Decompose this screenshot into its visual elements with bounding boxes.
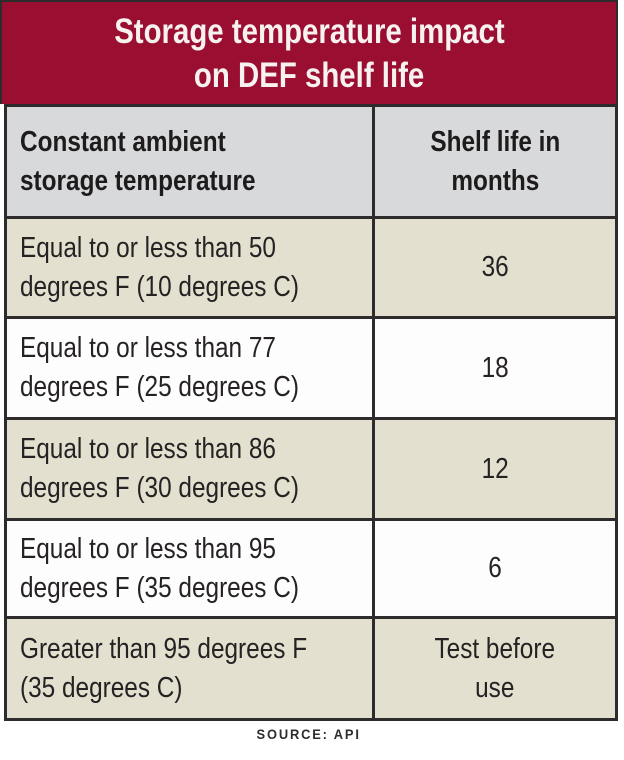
shelf-life-cell: 36 — [372, 216, 618, 319]
table-row: Greater than 95 degrees F (35 degrees C)… — [4, 616, 618, 721]
shelf-life-cell: Test before use — [372, 616, 618, 721]
temperature-range-cell: Equal to or less than 86 degrees F (30 d… — [4, 417, 375, 521]
table-header-row: Constant ambient storage temperature She… — [4, 104, 618, 219]
shelf-life-value: Test before use — [434, 632, 556, 704]
table-row: Equal to or less than 50 degrees F (10 d… — [4, 216, 618, 319]
shelf-life-value: 6 — [488, 552, 502, 584]
shelf-life-value: 18 — [481, 351, 509, 384]
temperature-range-cell: Equal to or less than 50 degrees F (10 d… — [4, 216, 375, 319]
table-row: Equal to or less than 86 degrees F (30 d… — [4, 417, 618, 521]
column-header-temperature: Constant ambient storage temperature — [4, 104, 375, 219]
temperature-range-text: Equal to or less than 50 degrees F (10 d… — [20, 231, 299, 303]
table-row: Equal to or less than 95 degrees F (35 d… — [4, 518, 618, 619]
temperature-range-cell: Equal to or less than 77 degrees F (25 d… — [4, 316, 375, 420]
shelf-life-cell: 18 — [372, 316, 618, 420]
shelf-life-table: Constant ambient storage temperature She… — [4, 104, 618, 721]
figure-title-banner: Storage temperature impact on DEF shelf … — [0, 0, 618, 104]
temperature-range-cell: Equal to or less than 95 degrees F (35 d… — [4, 518, 375, 619]
shelf-life-cell: 12 — [372, 417, 618, 521]
table-row: Equal to or less than 77 degrees F (25 d… — [4, 316, 618, 420]
figure-title-line2: on DEF shelf life — [193, 55, 425, 95]
source-credit-text: SOURCE: API — [256, 726, 362, 742]
column-header-temperature-label: Constant ambient storage temperature — [20, 125, 256, 197]
figure-title-line1: Storage temperature impact — [113, 11, 505, 51]
temperature-range-text: Greater than 95 degrees F (35 degrees C) — [20, 632, 308, 704]
shelf-life-value: 36 — [481, 251, 509, 283]
temperature-range-text: Equal to or less than 77 degrees F (25 d… — [20, 332, 299, 403]
shelf-life-value: 12 — [481, 452, 509, 485]
shelf-life-cell: 6 — [372, 518, 618, 619]
temperature-range-text: Equal to or less than 86 degrees F (30 d… — [20, 433, 299, 504]
column-header-shelf-life-label: Shelf life in months — [430, 125, 560, 197]
source-credit: SOURCE: API — [0, 726, 618, 742]
temperature-range-cell: Greater than 95 degrees F (35 degrees C) — [4, 616, 375, 721]
temperature-range-text: Equal to or less than 95 degrees F (35 d… — [20, 532, 299, 604]
column-header-shelf-life: Shelf life in months — [372, 104, 618, 219]
